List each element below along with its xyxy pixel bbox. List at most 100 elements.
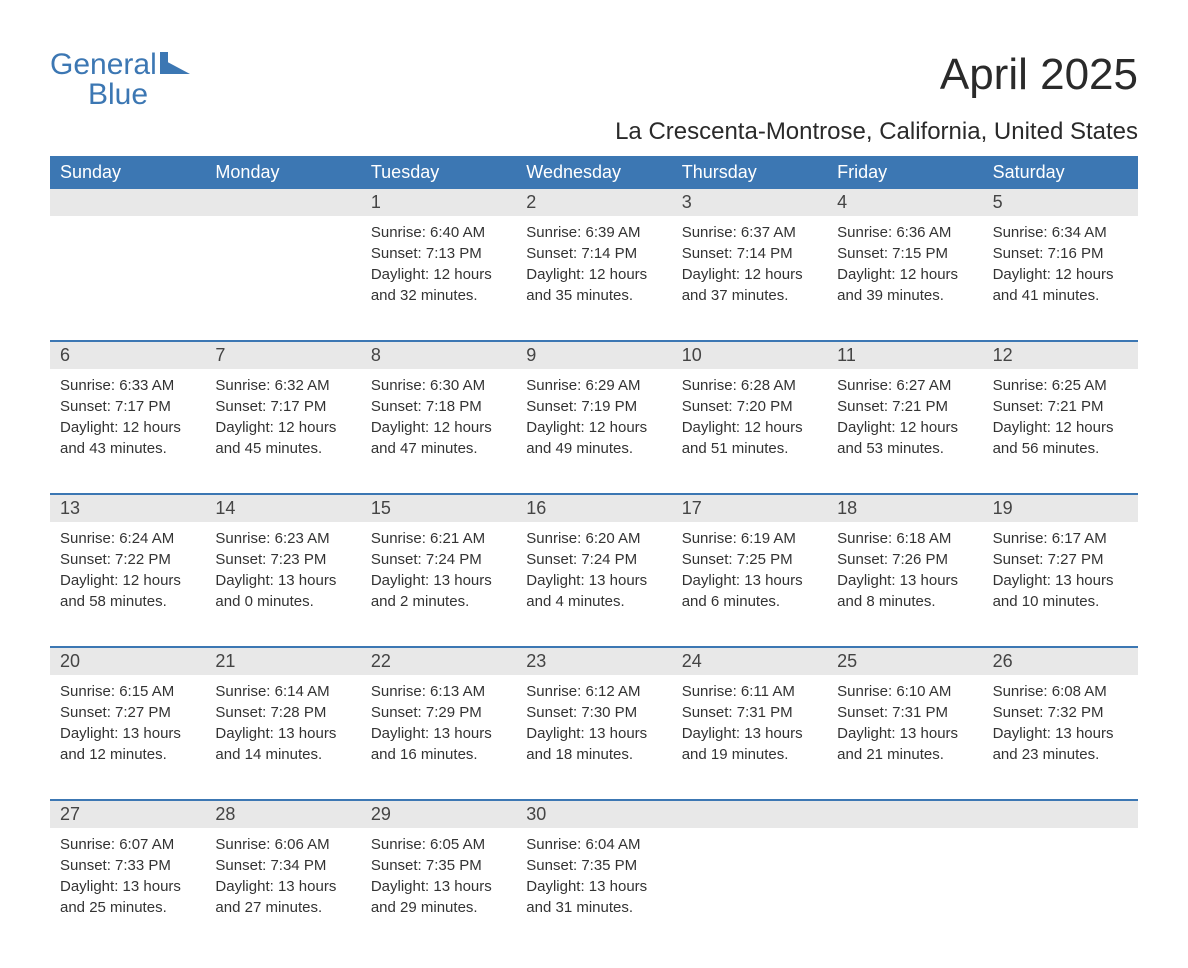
cell-text-line: Sunrise: 6:29 AM [526, 375, 661, 396]
logo-word-blue: Blue [88, 80, 190, 110]
calendar-cell: Sunrise: 6:39 AMSunset: 7:14 PMDaylight:… [516, 216, 671, 316]
cell-text-line: Daylight: 12 hours [682, 264, 817, 285]
cell-text-line: Sunset: 7:24 PM [371, 549, 506, 570]
logo-flag-icon [160, 50, 190, 80]
cell-text-line: and 18 minutes. [526, 744, 661, 765]
calendar-cell: Sunrise: 6:36 AMSunset: 7:15 PMDaylight:… [827, 216, 982, 316]
cell-text-line: Sunrise: 6:18 AM [837, 528, 972, 549]
cell-text-line: Daylight: 12 hours [993, 264, 1128, 285]
date-number: 14 [205, 495, 360, 522]
cell-text-line: and 53 minutes. [837, 438, 972, 459]
date-number: 22 [361, 648, 516, 675]
cell-text-line: Sunset: 7:30 PM [526, 702, 661, 723]
cell-text-line: Daylight: 12 hours [837, 264, 972, 285]
cell-text-line: Sunset: 7:20 PM [682, 396, 817, 417]
cell-text-line: Daylight: 13 hours [215, 570, 350, 591]
cell-text-line: and 49 minutes. [526, 438, 661, 459]
cell-text-line: Sunset: 7:33 PM [60, 855, 195, 876]
cell-text-line: Sunrise: 6:30 AM [371, 375, 506, 396]
calendar-cell: Sunrise: 6:18 AMSunset: 7:26 PMDaylight:… [827, 522, 982, 622]
calendar-cell: Sunrise: 6:19 AMSunset: 7:25 PMDaylight:… [672, 522, 827, 622]
date-number-row: 12345 [50, 189, 1138, 216]
calendar-cell: Sunrise: 6:10 AMSunset: 7:31 PMDaylight:… [827, 675, 982, 775]
cell-text-line: Daylight: 13 hours [526, 570, 661, 591]
cell-text-line: Sunset: 7:21 PM [993, 396, 1128, 417]
cell-text-line: Sunset: 7:18 PM [371, 396, 506, 417]
cell-text-line: Sunset: 7:17 PM [60, 396, 195, 417]
calendar-week: 13141516171819 Sunrise: 6:24 AM Sunset: 7:… [50, 493, 1138, 622]
calendar-cell: Sunrise: 6:13 AMSunset: 7:29 PMDaylight:… [361, 675, 516, 775]
date-number [205, 189, 360, 216]
cell-text-line: and 43 minutes. [60, 438, 195, 459]
calendar-cell: Sunrise: 6:25 AMSunset: 7:21 PMDaylight:… [983, 369, 1138, 469]
date-number: 16 [516, 495, 671, 522]
cell-text-line: Sunrise: 6:34 AM [993, 222, 1128, 243]
cell-text-line: and 16 minutes. [371, 744, 506, 765]
calendar-cell: Sunrise: 6:23 AMSunset: 7:23 PMDaylight:… [205, 522, 360, 622]
date-number: 6 [50, 342, 205, 369]
cell-text-line: Sunset: 7:35 PM [371, 855, 506, 876]
date-number: 15 [361, 495, 516, 522]
cell-text-line: Sunrise: 6:12 AM [526, 681, 661, 702]
cell-text-line: Sunrise: 6:27 AM [837, 375, 972, 396]
cell-text-line: Sunrise: 6:36 AM [837, 222, 972, 243]
cell-text-line: and 37 minutes. [682, 285, 817, 306]
cell-text-line: Sunset: 7:34 PM [215, 855, 350, 876]
date-number: 23 [516, 648, 671, 675]
cell-text-line: Sunrise: 6:04 AM [526, 834, 661, 855]
cell-text-line: Sunrise: 6:07 AM [60, 834, 195, 855]
date-number: 1 [361, 189, 516, 216]
cell-text-line: Sunset: 7:14 PM [682, 243, 817, 264]
cell-text-line: Sunrise: 6:24 AM [60, 528, 195, 549]
date-number: 2 [516, 189, 671, 216]
cell-text-line: Sunrise: 6:23 AM [215, 528, 350, 549]
cell-text-line: Sunrise: 6:21 AM [371, 528, 506, 549]
date-number: 8 [361, 342, 516, 369]
date-number-row: 20212223242526 [50, 648, 1138, 675]
calendar-cell: Sunrise: 6:14 AMSunset: 7:28 PMDaylight:… [205, 675, 360, 775]
cell-text-line: Sunrise: 6:25 AM [993, 375, 1128, 396]
cell-text-line: Daylight: 12 hours [993, 417, 1128, 438]
date-number: 28 [205, 801, 360, 828]
calendar-cell: Sunrise: 6:37 AMSunset: 7:14 PMDaylight:… [672, 216, 827, 316]
cell-text-line: Sunset: 7:28 PM [215, 702, 350, 723]
cell-text-line: Sunset: 7:27 PM [60, 702, 195, 723]
date-number: 17 [672, 495, 827, 522]
day-header: Saturday [983, 156, 1138, 189]
cell-text-line: Daylight: 13 hours [682, 570, 817, 591]
cell-text-line: and 0 minutes. [215, 591, 350, 612]
date-number: 21 [205, 648, 360, 675]
cell-text-line: Daylight: 13 hours [526, 723, 661, 744]
calendar-cell [983, 828, 1138, 928]
cell-text-line: Sunset: 7:25 PM [682, 549, 817, 570]
cell-text-line: Daylight: 13 hours [837, 723, 972, 744]
cell-text-line: Sunrise: 6:14 AM [215, 681, 350, 702]
cell-text-line: and 10 minutes. [993, 591, 1128, 612]
date-number-row: 6789101112 [50, 342, 1138, 369]
cell-text-line: Daylight: 13 hours [993, 570, 1128, 591]
calendar-cell [672, 828, 827, 928]
date-number [50, 189, 205, 216]
day-header: Sunday [50, 156, 205, 189]
calendar-cell: Sunrise: 6:28 AMSunset: 7:20 PMDaylight:… [672, 369, 827, 469]
date-number: 13 [50, 495, 205, 522]
calendar-cell: Sunrise: 6:40 AMSunset: 7:13 PMDaylight:… [361, 216, 516, 316]
month-title: April 2025 [940, 50, 1138, 100]
cell-text-line: Daylight: 13 hours [215, 876, 350, 897]
date-number: 4 [827, 189, 982, 216]
cell-text-line: Sunset: 7:14 PM [526, 243, 661, 264]
cell-text-line: Sunrise: 6:17 AM [993, 528, 1128, 549]
cell-text-line: Sunset: 7:16 PM [993, 243, 1128, 264]
calendar-cell: Sunrise: 6:20 AMSunset: 7:24 PMDaylight:… [516, 522, 671, 622]
location-text: La Crescenta-Montrose, California, Unite… [50, 118, 1138, 146]
calendar-cell: Sunrise: 6:04 AMSunset: 7:35 PMDaylight:… [516, 828, 671, 928]
cell-text-line: Sunrise: 6:33 AM [60, 375, 195, 396]
date-number-row: 13141516171819 [50, 495, 1138, 522]
cell-text-line: and 8 minutes. [837, 591, 972, 612]
calendar-cell: Sunrise: 6:07 AMSunset: 7:33 PMDaylight:… [50, 828, 205, 928]
date-number: 24 [672, 648, 827, 675]
cell-text-line: Daylight: 13 hours [837, 570, 972, 591]
cell-text-line: and 39 minutes. [837, 285, 972, 306]
cell-text-line: and 27 minutes. [215, 897, 350, 918]
calendar-cell: Sunrise: 6:12 AMSunset: 7:30 PMDaylight:… [516, 675, 671, 775]
